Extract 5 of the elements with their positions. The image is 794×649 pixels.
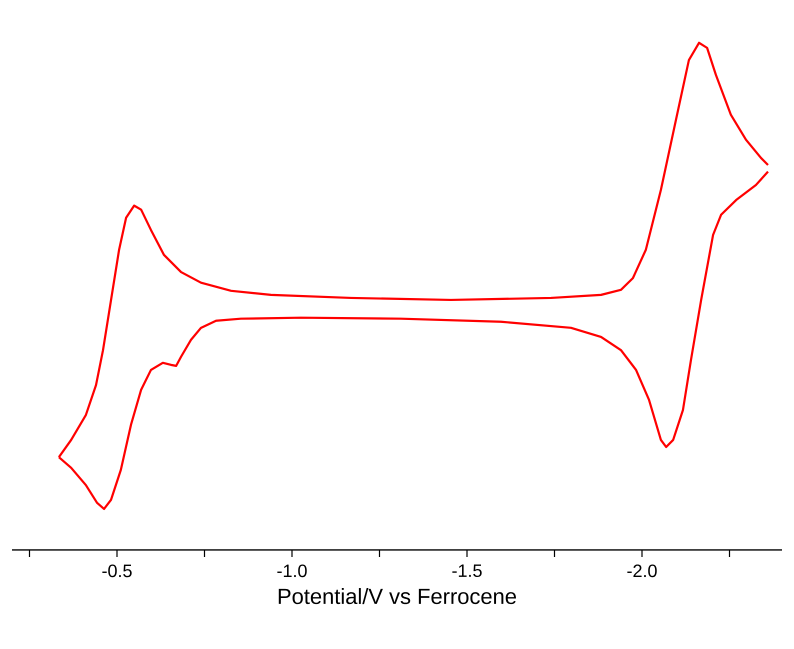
x-tick-label: -1.0 [277, 564, 307, 578]
x-tick-label: -0.5 [102, 564, 132, 578]
x-tick-label: -1.5 [452, 564, 482, 578]
x-tick-label: -2.0 [627, 564, 657, 578]
x-axis-title: Potential/V vs Ferrocene [278, 588, 516, 604]
